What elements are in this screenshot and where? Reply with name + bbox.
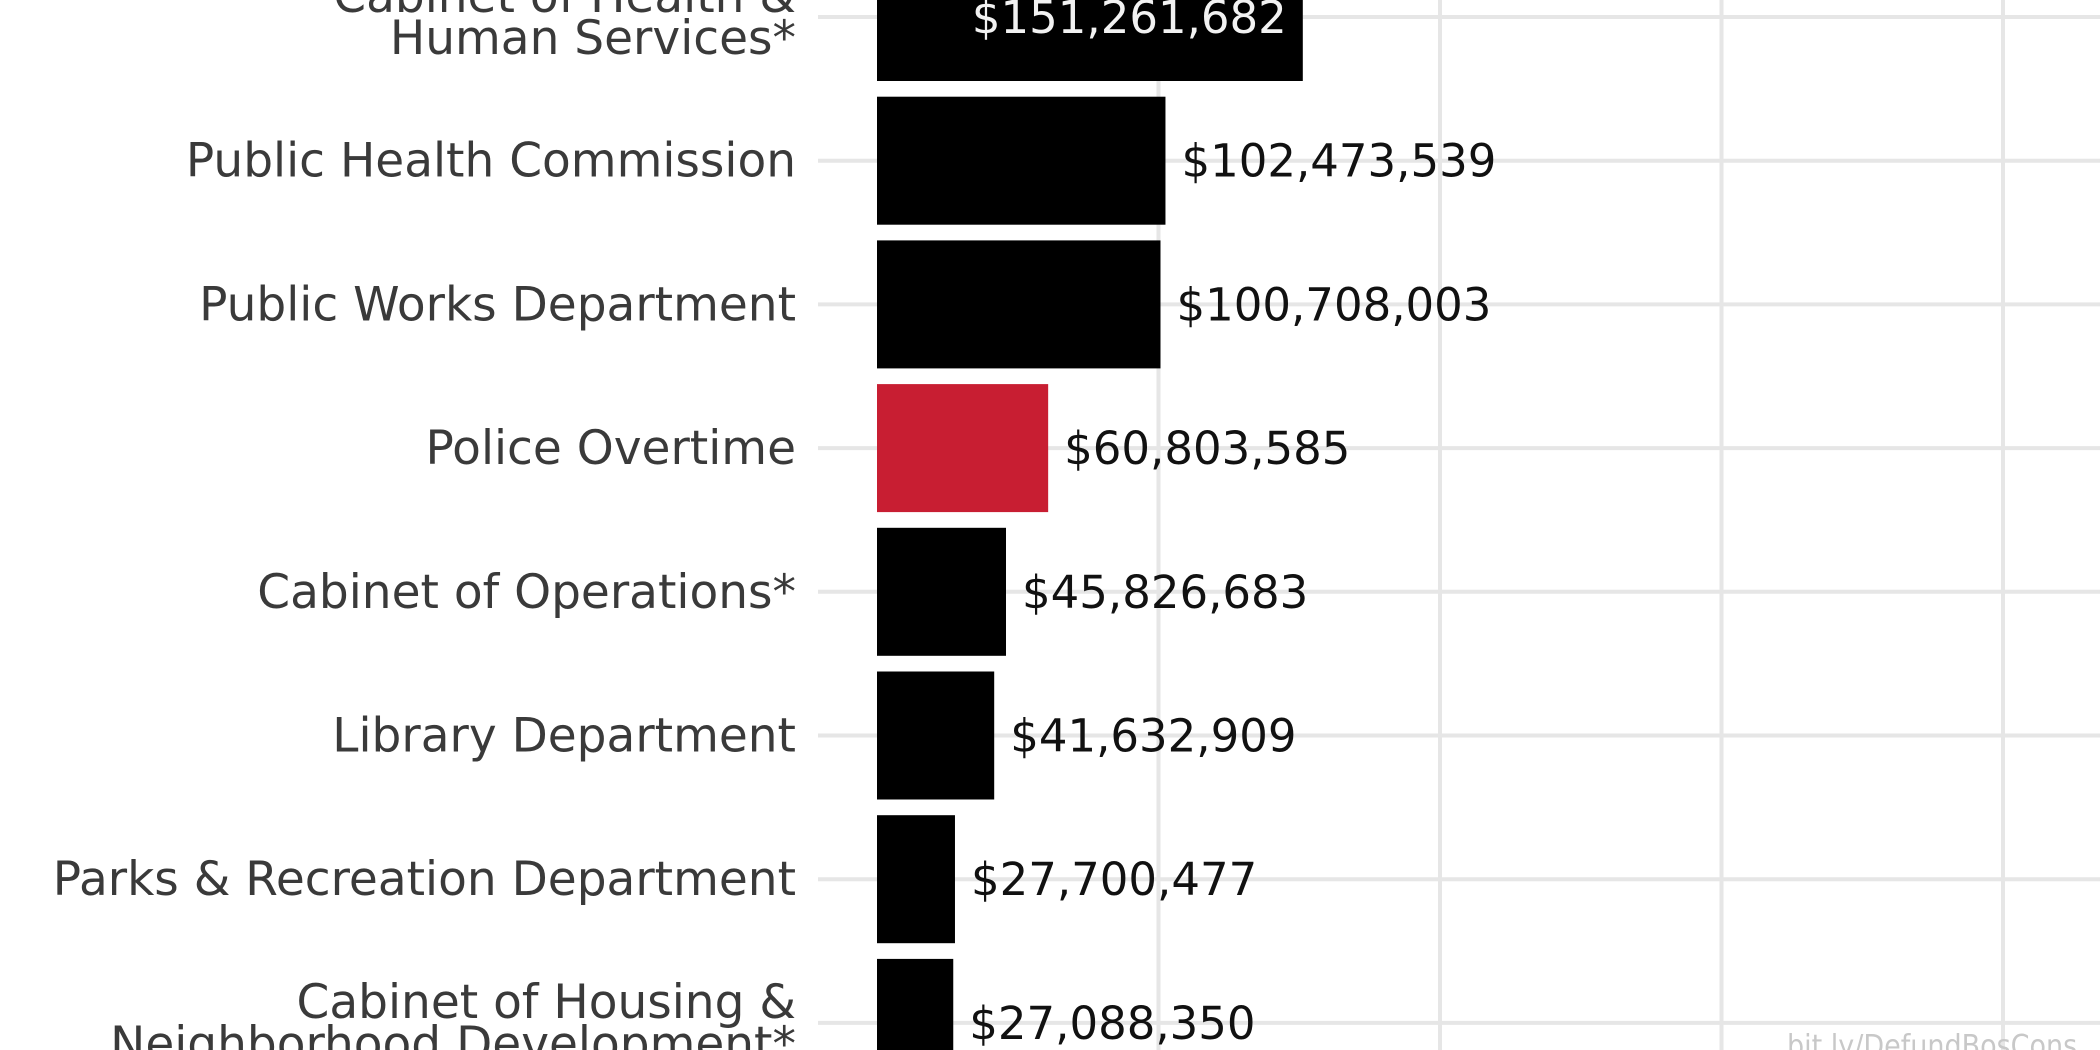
value-label-4: $60,803,585 bbox=[1064, 422, 1350, 475]
value-label-2: $102,473,539 bbox=[1181, 135, 1496, 188]
category-label-8-line-2: Neighborhood Development* bbox=[110, 1017, 796, 1050]
category-labels: Cabinet of Health &Human Services* Public… bbox=[53, 0, 796, 1050]
bar-8 bbox=[877, 958, 954, 1050]
bar-7 bbox=[877, 815, 955, 944]
category-label-2: Public Health Commission bbox=[186, 134, 796, 189]
category-label-6: Library Department bbox=[332, 709, 796, 764]
category-label-5: Cabinet of Operations* bbox=[257, 565, 796, 620]
bar-3 bbox=[877, 240, 1161, 369]
bar-2 bbox=[877, 96, 1166, 225]
category-label-3: Public Works Department bbox=[199, 277, 796, 332]
value-labels: $151,261,682 $102,473,539 $100,708,003 $60,… bbox=[969, 0, 1496, 1050]
category-label-1-line-2: Human Services* bbox=[390, 11, 796, 66]
value-label-5: $45,826,683 bbox=[1022, 566, 1308, 619]
bar-1 bbox=[877, 0, 1303, 81]
category-label-8-line-1: Cabinet of Housing & bbox=[297, 975, 796, 1030]
value-label-8: $27,088,350 bbox=[969, 997, 1255, 1050]
value-label-1: $151,261,682 bbox=[972, 0, 1287, 44]
category-label-7: Parks & Recreation Department bbox=[53, 852, 796, 907]
category-label-4: Police Overtime bbox=[426, 421, 796, 476]
bar-5 bbox=[877, 527, 1007, 656]
category-label-1-line-1: Cabinet of Health & bbox=[333, 0, 796, 24]
value-label-3: $100,708,003 bbox=[1176, 278, 1491, 331]
value-label-6: $41,632,909 bbox=[1010, 710, 1296, 763]
bar-6 bbox=[877, 671, 995, 800]
source-caption: bit.ly/DefundBosCons bbox=[1787, 1029, 2077, 1050]
value-label-7: $27,700,477 bbox=[971, 853, 1257, 906]
bars bbox=[877, 0, 1303, 1050]
bar-4 bbox=[877, 384, 1049, 513]
